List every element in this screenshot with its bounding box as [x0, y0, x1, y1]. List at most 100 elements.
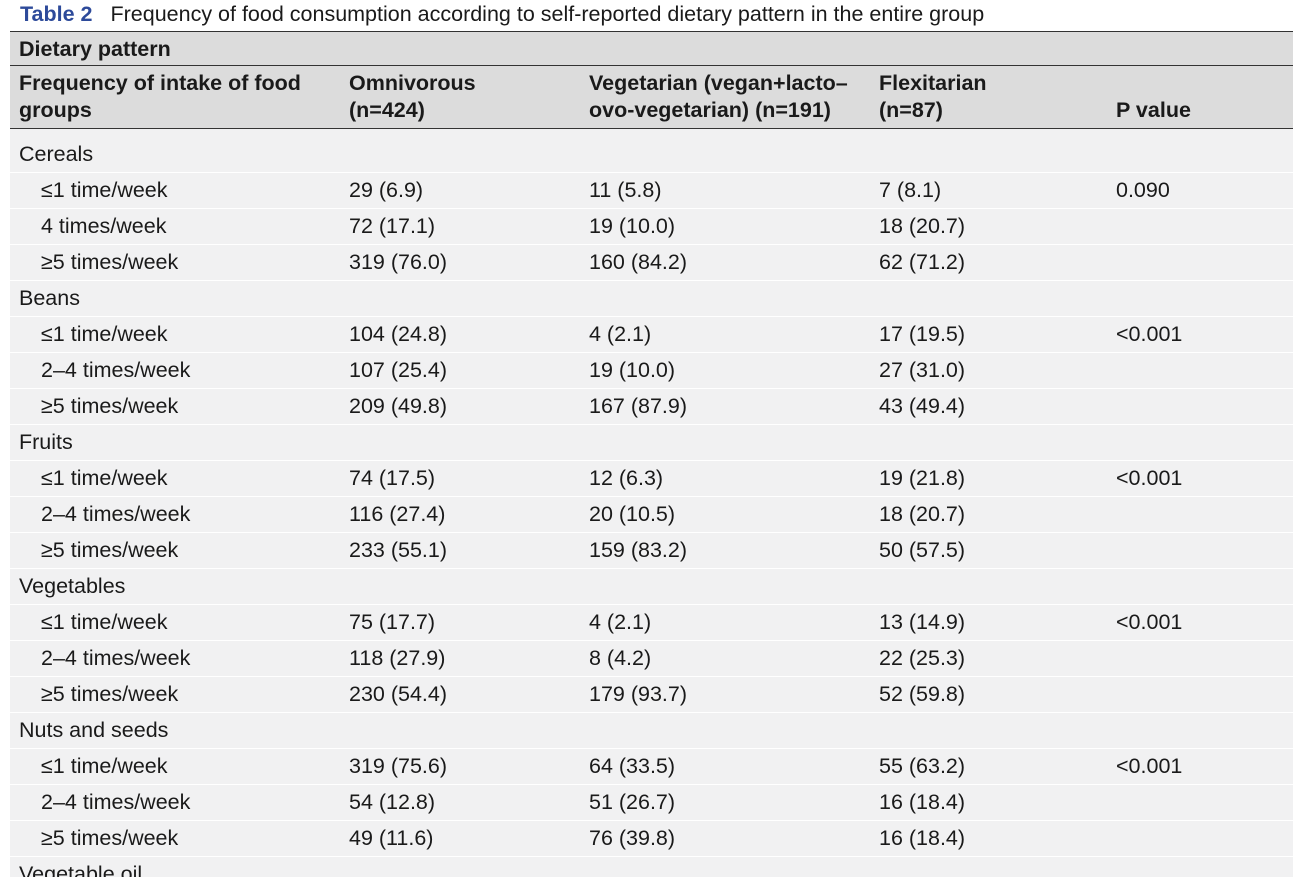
flexitarian-cell: 16 (18.4) [879, 790, 966, 814]
vegetarian-cell: 167 (87.9) [589, 394, 688, 418]
table-row: 4 times/week 72 (17.1) 19 (10.0) 18 (20.7) [10, 209, 1293, 245]
frequency-cell: ≥5 times/week [41, 682, 179, 706]
category-row-cereals: Cereals [10, 137, 1293, 173]
table-row: ≤1 time/week 75 (17.7) 4 (2.1) 13 (14.9) <0.… [10, 605, 1293, 641]
table-row: 2–4 times/week 118 (27.9) 8 (4.2) 22 (25.3) [10, 641, 1293, 677]
vegetarian-cell: 20 (10.5) [589, 502, 676, 526]
data-table: Dietary pattern Frequency of intake of f… [10, 31, 1293, 877]
category-row-beans: Beans [10, 281, 1293, 317]
flexitarian-cell: 43 (49.4) [879, 394, 966, 418]
vegetarian-cell: 4 (2.1) [589, 610, 652, 634]
table-row: ≤1 time/week 319 (75.6) 64 (33.5) 55 (63.2)… [10, 749, 1293, 785]
header-omnivorous: Omnivorous (n=424) [349, 71, 476, 122]
frequency-cell: ≤1 time/week [41, 466, 168, 490]
table-super-header: Dietary pattern [10, 31, 1293, 65]
category-row-vegetables: Vegetables [10, 569, 1293, 605]
frequency-cell: 2–4 times/week [41, 646, 191, 670]
vegetarian-cell: 179 (93.7) [589, 682, 688, 706]
omnivorous-cell: 54 (12.8) [349, 790, 436, 814]
table-row: ≥5 times/week 319 (76.0) 160 (84.2) 62 (71.… [10, 245, 1293, 281]
omnivorous-cell: 104 (24.8) [349, 322, 448, 346]
frequency-cell: ≥5 times/week [41, 826, 179, 850]
omnivorous-cell: 319 (76.0) [349, 250, 448, 274]
omnivorous-cell: 319 (75.6) [349, 754, 448, 778]
category-row-nuts-and-seeds: Nuts and seeds [10, 713, 1293, 749]
vegetarian-cell: 19 (10.0) [589, 214, 676, 238]
frequency-cell: 4 times/week [41, 214, 167, 238]
flexitarian-cell: 18 (20.7) [879, 502, 966, 526]
flexitarian-cell: 22 (25.3) [879, 646, 966, 670]
frequency-cell: ≥5 times/week [41, 394, 179, 418]
category-label: Fruits [19, 430, 73, 454]
table-row: ≤1 time/week 104 (24.8) 4 (2.1) 17 (19.5) <0… [10, 317, 1293, 353]
category-label: Vegetable oil [19, 862, 143, 877]
vegetarian-cell: 159 (83.2) [589, 538, 688, 562]
flexitarian-cell: 13 (14.9) [879, 610, 966, 634]
table-row: ≤1 time/week 29 (6.9) 11 (5.8) 7 (8.1) 0.090 [10, 173, 1293, 209]
vegetarian-cell: 19 (10.0) [589, 358, 676, 382]
omnivorous-cell: 230 (54.4) [349, 682, 448, 706]
table-row: ≥5 times/week 233 (55.1) 159 (83.2) 50 (57.… [10, 533, 1293, 569]
header-food-groups: Frequency of intake of food groups [19, 71, 301, 122]
frequency-cell: 2–4 times/week [41, 502, 191, 526]
category-label: Cereals [19, 142, 94, 166]
category-label: Nuts and seeds [19, 718, 169, 742]
table-column-headers: Frequency of intake of food groups Omniv… [10, 65, 1293, 129]
vegetarian-cell: 76 (39.8) [589, 826, 676, 850]
vegetarian-cell: 11 (5.8) [589, 178, 662, 202]
table-row: 2–4 times/week 107 (25.4) 19 (10.0) 27 (31.… [10, 353, 1293, 389]
p-value-cell: <0.001 [1116, 466, 1183, 490]
category-row-fruits: Fruits [10, 425, 1293, 461]
frequency-cell: ≤1 time/week [41, 178, 168, 202]
table-row: ≥5 times/week 209 (49.8) 167 (87.9) 43 (49.… [10, 389, 1293, 425]
omnivorous-cell: 75 (17.7) [349, 610, 436, 634]
omnivorous-cell: 72 (17.1) [349, 214, 436, 238]
vegetarian-cell: 51 (26.7) [589, 790, 676, 814]
omnivorous-cell: 29 (6.9) [349, 178, 424, 202]
vegetarian-cell: 8 (4.2) [589, 646, 652, 670]
frequency-cell: ≤1 time/week [41, 322, 168, 346]
frequency-cell: ≥5 times/week [41, 250, 179, 274]
table-row: ≥5 times/week 49 (11.6) 76 (39.8) 16 (18.4) [10, 821, 1293, 857]
table-row: 2–4 times/week 116 (27.4) 20 (10.5) 18 (20.… [10, 497, 1293, 533]
omnivorous-cell: 116 (27.4) [349, 502, 446, 526]
header-vegetarian: Vegetarian (vegan+lacto– ovo-vegetarian)… [589, 71, 848, 122]
vegetarian-cell: 12 (6.3) [589, 466, 664, 490]
omnivorous-cell: 107 (25.4) [349, 358, 448, 382]
vegetarian-cell: 4 (2.1) [589, 322, 652, 346]
flexitarian-cell: 52 (59.8) [879, 682, 966, 706]
frequency-cell: ≤1 time/week [41, 754, 168, 778]
flexitarian-cell: 27 (31.0) [879, 358, 966, 382]
omnivorous-cell: 74 (17.5) [349, 466, 436, 490]
frequency-cell: ≤1 time/week [41, 610, 168, 634]
omnivorous-cell: 233 (55.1) [349, 538, 448, 562]
omnivorous-cell: 209 (49.8) [349, 394, 448, 418]
frequency-cell: 2–4 times/week [41, 358, 191, 382]
table-label: Table 2 [20, 2, 93, 26]
flexitarian-cell: 7 (8.1) [879, 178, 942, 202]
flexitarian-cell: 16 (18.4) [879, 826, 966, 850]
flexitarian-cell: 62 (71.2) [879, 250, 966, 274]
table-caption: Table 2 Frequency of food consumption acc… [20, 0, 984, 30]
table-row: 2–4 times/week 54 (12.8) 51 (26.7) 16 (18.4… [10, 785, 1293, 821]
category-label: Vegetables [19, 574, 126, 598]
frequency-cell: 2–4 times/week [41, 790, 191, 814]
header-flexitarian: Flexitarian (n=87) [879, 71, 987, 122]
frequency-cell: ≥5 times/week [41, 538, 179, 562]
flexitarian-cell: 19 (21.8) [879, 466, 966, 490]
table-body: Cereals ≤1 time/week 29 (6.9) 11 (5.8) 7 (8… [10, 129, 1293, 877]
table-row: ≥5 times/week 230 (54.4) 179 (93.7) 52 (59.… [10, 677, 1293, 713]
omnivorous-cell: 49 (11.6) [349, 826, 434, 850]
vegetarian-cell: 160 (84.2) [589, 250, 688, 274]
category-row-vegetable-oil: Vegetable oil [10, 857, 1293, 877]
category-label: Beans [19, 286, 80, 310]
p-value-cell: <0.001 [1116, 322, 1183, 346]
table-row: ≤1 time/week 74 (17.5) 12 (6.3) 19 (21.8) <0… [10, 461, 1293, 497]
flexitarian-cell: 55 (63.2) [879, 754, 966, 778]
p-value-cell: <0.001 [1116, 754, 1183, 778]
table-title: Frequency of food consumption according … [110, 2, 985, 26]
header-p-value: P value [1116, 98, 1191, 122]
vegetarian-cell: 64 (33.5) [589, 754, 676, 778]
flexitarian-cell: 18 (20.7) [879, 214, 966, 238]
omnivorous-cell: 118 (27.9) [349, 646, 446, 670]
